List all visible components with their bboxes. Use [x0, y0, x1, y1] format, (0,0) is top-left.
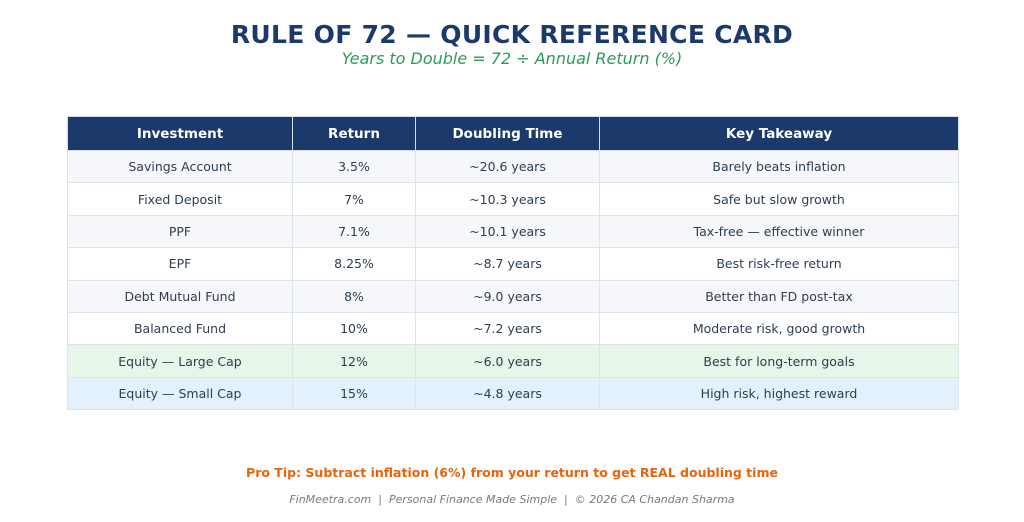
table-cell: Safe but slow growth: [599, 182, 959, 216]
table-cell: ~10.3 years: [415, 182, 600, 216]
column-header: Return: [292, 116, 416, 151]
table-row: Savings Account 3.5% ~20.6 years Barely bea…: [67, 149, 959, 184]
header-row: Investment Return Doubling Time Key Takeawa…: [67, 116, 959, 151]
table-cell: 12%: [292, 344, 416, 378]
table-row: PPF 7.1% ~10.1 years Tax-free — effective w…: [67, 214, 959, 249]
column-header: Investment: [67, 116, 293, 151]
table-cell: EPF: [67, 247, 293, 281]
table-header: Investment Return Doubling Time Key Takeawa…: [67, 116, 959, 151]
table-cell: Debt Mutual Fund: [67, 279, 293, 313]
title: RULE OF 72 — QUICK REFERENCE CARD: [230, 20, 794, 49]
credits: FinMeetra.com | Personal Finance Made Si…: [289, 493, 735, 506]
table-row: Equity — Small Cap 15% ~4.8 years High risk…: [67, 376, 959, 411]
table-cell: Savings Account: [67, 149, 293, 184]
subtitle: Years to Double = 72 ÷ Annual Return (%): [341, 49, 683, 68]
table-cell: ~8.7 years: [415, 247, 600, 281]
table-cell: Best risk-free return: [599, 247, 959, 281]
reference-table: Investment Return Doubling Time Key Takeawa…: [67, 116, 959, 411]
table-cell: 3.5%: [292, 149, 416, 184]
table-body: Savings Account 3.5% ~20.6 years Barely bea…: [67, 149, 959, 411]
table-row: EPF 8.25% ~8.7 years Best risk-free return: [67, 247, 959, 281]
table-cell: Fixed Deposit: [67, 182, 293, 216]
table-cell: ~9.0 years: [415, 279, 600, 313]
table-cell: 8%: [292, 279, 416, 313]
table-cell: High risk, highest reward: [599, 376, 959, 411]
table-cell: Moderate risk, good growth: [599, 311, 959, 346]
table-cell: PPF: [67, 214, 293, 249]
column-header: Key Takeaway: [599, 116, 959, 151]
table-cell: 10%: [292, 311, 416, 346]
table-cell: Equity — Large Cap: [67, 344, 293, 378]
table-cell: 15%: [292, 376, 416, 411]
table-cell: 7%: [292, 182, 416, 216]
table-cell: Balanced Fund: [67, 311, 293, 346]
table-cell: 8.25%: [292, 247, 416, 281]
table-cell: 7.1%: [292, 214, 416, 249]
table-cell: Tax-free — effective winner: [599, 214, 959, 249]
table-row: Equity — Large Cap 12% ~6.0 years Best for …: [67, 344, 959, 378]
table-cell: ~10.1 years: [415, 214, 600, 249]
column-header: Doubling Time: [415, 116, 600, 151]
pro-tip: Pro Tip: Subtract inflation (6%) from yo…: [246, 465, 778, 480]
table-row: Balanced Fund 10% ~7.2 years Moderate risk,…: [67, 311, 959, 346]
table-row: Fixed Deposit 7% ~10.3 years Safe but slow …: [67, 182, 959, 216]
table-cell: Better than FD post-tax: [599, 279, 959, 313]
table-cell: ~6.0 years: [415, 344, 600, 378]
table-cell: Equity — Small Cap: [67, 376, 293, 411]
table-cell: ~7.2 years: [415, 311, 600, 346]
table-cell: Best for long-term goals: [599, 344, 959, 378]
table-row: Debt Mutual Fund 8% ~9.0 years Better than …: [67, 279, 959, 313]
table-cell: ~20.6 years: [415, 149, 600, 184]
table-cell: Barely beats inflation: [599, 149, 959, 184]
table-cell: ~4.8 years: [415, 376, 600, 411]
